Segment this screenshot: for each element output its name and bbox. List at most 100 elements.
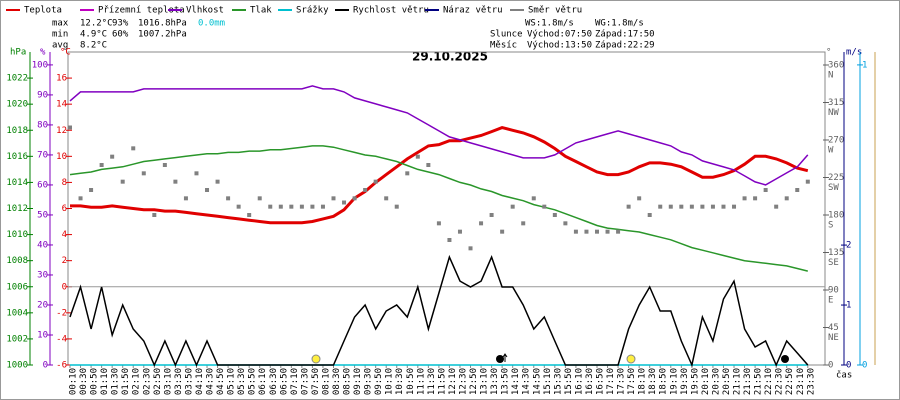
direction-point (542, 204, 547, 209)
x-tick-label: 01:50 (121, 368, 131, 395)
x-tick-label: 17:50 (627, 368, 637, 395)
direction-point (89, 188, 94, 192)
direction-point (521, 221, 526, 226)
x-tick-label: 12:50 (469, 368, 479, 395)
direction-point (299, 204, 304, 209)
sunrise-icon (311, 354, 321, 364)
series-line (69, 145, 808, 272)
legend-label: Srážky (296, 6, 329, 16)
direction-point (479, 221, 484, 226)
direction-point (616, 229, 621, 234)
tick-name: W (828, 146, 834, 156)
direction-point (637, 196, 642, 201)
direction-point (384, 196, 389, 201)
x-tick-label: 10:30 (395, 368, 405, 395)
tick-label: 0 (62, 282, 67, 292)
x-tick-label: 19:10 (669, 368, 679, 395)
tick-label: -6 (56, 361, 67, 371)
info-text: Východ:07:50 (527, 30, 592, 40)
direction-point (162, 163, 167, 167)
direction-point (152, 213, 157, 217)
direction-point (489, 213, 494, 217)
tick-label: 1018 (6, 126, 28, 136)
x-tick-label: 06:50 (279, 368, 289, 395)
x-tick-label: 23:30 (806, 368, 816, 395)
direction-point (268, 204, 273, 209)
direction-point (468, 246, 473, 251)
direction-point (689, 204, 694, 209)
x-tick-label: 08:50 (343, 368, 353, 395)
tick-name: SE (828, 258, 839, 268)
direction-point (700, 204, 705, 209)
x-tick-label: 07:10 (290, 368, 300, 395)
x-tick-label: 00:30 (79, 368, 89, 395)
direction-point (78, 196, 83, 201)
direction-point (531, 196, 536, 201)
legend-label: Teplota (24, 6, 62, 16)
tick-label: 1014 (6, 178, 28, 188)
tick-label: -2 (56, 308, 67, 318)
direction-point (226, 196, 231, 201)
x-tick-label: 04:10 (195, 368, 205, 395)
x-tick-label: 17:30 (617, 368, 627, 395)
axis-unit: hPa (10, 48, 26, 58)
direction-point (373, 179, 378, 184)
direction-point (426, 163, 431, 167)
stat-value: 0.0mm (198, 19, 225, 29)
direction-point (110, 154, 115, 159)
x-axis-label: čas (836, 370, 852, 381)
tick-label: 0 (828, 361, 833, 371)
x-tick-label: 16:10 (574, 368, 584, 395)
x-tick-label: 15:10 (543, 368, 553, 395)
direction-point (805, 179, 810, 184)
direction-point (658, 204, 663, 209)
x-tick-label: 22:10 (764, 368, 774, 395)
tick-label: 0 (846, 361, 851, 371)
direction-point (205, 188, 210, 192)
moonset-icon (781, 355, 789, 363)
direction-point (278, 204, 283, 209)
series-line (69, 254, 809, 368)
direction-point (352, 196, 357, 201)
direction-point (510, 204, 515, 209)
x-tick-label: 06:30 (269, 368, 279, 395)
stat-value: 60% (112, 30, 129, 40)
direction-point (436, 221, 441, 226)
x-tick-label: 09:10 (353, 368, 363, 395)
x-tick-label: 17:10 (606, 368, 616, 395)
stat-label: max (52, 19, 69, 29)
direction-point (257, 196, 262, 201)
x-tick-label: 02:30 (142, 368, 152, 395)
tick-name: N (828, 71, 833, 81)
chart-title: 29.10.2025 (412, 50, 488, 64)
info-text: WG:1.8m/s (595, 19, 644, 29)
x-tick-label: 05:10 (227, 368, 237, 395)
tick-label: 1000 (6, 361, 28, 371)
x-tick-label: 21:50 (754, 368, 764, 395)
tick-label: 1010 (6, 230, 28, 240)
tick-label: 1006 (6, 282, 28, 292)
direction-point (573, 229, 578, 234)
x-tick-label: 20:50 (722, 368, 732, 395)
stat-value: 93% (112, 19, 129, 29)
direction-point (605, 229, 610, 234)
stat-value: 12.2°C (80, 19, 113, 29)
x-tick-label: 11:50 (437, 368, 447, 395)
axis-unit: % (40, 48, 46, 58)
tick-label: 0 (862, 361, 867, 371)
x-tick-label: 12:10 (448, 368, 458, 395)
tick-label: 14 (56, 100, 67, 110)
direction-point (247, 213, 252, 217)
direction-point (763, 188, 768, 192)
direction-point (732, 204, 737, 209)
tick-label: 100 (32, 60, 48, 70)
tick-label: 135 (828, 248, 844, 258)
direction-point (405, 171, 410, 176)
direction-point (774, 204, 779, 209)
info-text: Slunce (490, 30, 523, 40)
axis-unit: °C (60, 48, 71, 58)
direction-point (563, 221, 568, 226)
direction-point (668, 204, 673, 209)
legend-label: Tlak (250, 6, 272, 16)
direction-point (183, 196, 188, 201)
